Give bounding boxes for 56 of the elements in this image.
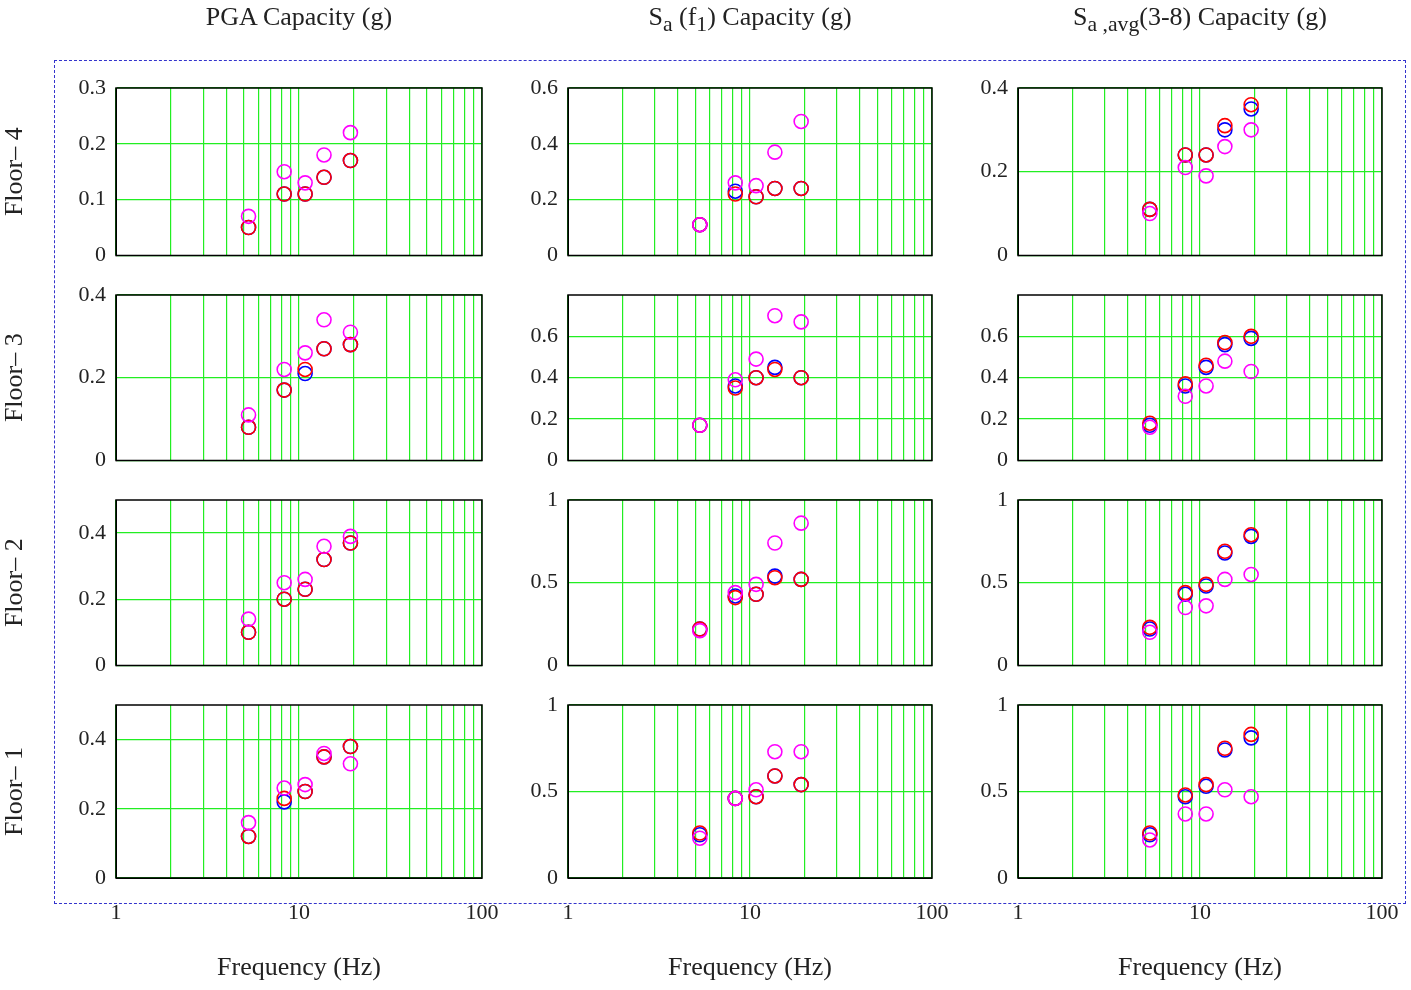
y-tick-label: 0.2 (530, 404, 558, 430)
y-tick-label: 0 (95, 241, 106, 267)
y-tick-label: 1 (547, 485, 558, 511)
y-tick-label: 0.4 (78, 280, 106, 306)
y-tick-label: 0 (997, 241, 1008, 267)
y-tick-label: 0.5 (980, 777, 1008, 803)
x-tick-label: 100 (915, 898, 949, 924)
y-tick-label: 0.5 (530, 777, 558, 803)
y-tick-label: 0.5 (530, 568, 558, 594)
y-tick-label: 0.2 (78, 794, 106, 820)
y-tick-label: 0.4 (530, 363, 558, 389)
x-tick-label: 10 (739, 898, 761, 924)
y-tick-label: 0 (997, 863, 1008, 889)
y-tick-label: 0.2 (78, 363, 106, 389)
y-tick-label: 0.2 (78, 585, 106, 611)
y-tick-label: 0 (547, 241, 558, 267)
y-tick-label: 0.2 (980, 404, 1008, 430)
y-axis-title: Floor– 2 (0, 538, 29, 628)
y-axis-title: Floor– 1 (0, 747, 29, 836)
y-tick-label: 0 (547, 651, 558, 677)
y-tick-label: 0.4 (980, 363, 1008, 389)
y-tick-label: 1 (547, 690, 558, 716)
chart-title: PGA Capacity (g) (204, 2, 394, 32)
x-axis-title: Frequency (Hz) (1118, 952, 1282, 982)
x-tick-label: 10 (288, 898, 310, 924)
x-tick-label: 100 (1365, 898, 1399, 924)
chart-title: S$_{a ,avg}$(3-8) Capacity (g) (1072, 2, 1328, 38)
x-tick-label: 10 (1189, 898, 1211, 924)
y-tick-label: 0.1 (78, 185, 106, 211)
y-tick-label: 1 (997, 485, 1008, 511)
y-axis-title: Floor– 3 (0, 333, 29, 423)
y-tick-label: 0.4 (78, 725, 106, 751)
y-tick-label: 0 (997, 651, 1008, 677)
y-tick-label: 1 (997, 690, 1008, 716)
chart-title: S$_{a}$ (f$_{1}$) Capacity (g) (647, 2, 853, 38)
y-tick-label: 0.6 (980, 322, 1008, 348)
x-axis-title: Frequency (Hz) (217, 952, 381, 982)
y-tick-label: 0.6 (530, 73, 558, 99)
y-tick-label: 0.5 (980, 568, 1008, 594)
y-tick-label: 0.4 (530, 129, 558, 155)
y-tick-label: 0 (547, 863, 558, 889)
y-tick-label: 0 (95, 651, 106, 677)
x-tick-label: 100 (465, 898, 499, 924)
y-tick-label: 0.2 (980, 157, 1008, 183)
y-tick-label: 0 (547, 446, 558, 472)
y-tick-label: 0.3 (78, 73, 106, 99)
y-tick-label: 0.4 (78, 518, 106, 544)
y-tick-label: 0 (997, 446, 1008, 472)
y-axis-title: Floor– 4 (0, 127, 29, 217)
x-axis-title: Frequency (Hz) (668, 952, 832, 982)
y-tick-label: 0.2 (78, 129, 106, 155)
y-tick-label: 0.2 (530, 185, 558, 211)
y-tick-label: 0.4 (980, 73, 1008, 99)
y-tick-label: 0 (95, 863, 106, 889)
y-tick-label: 0 (95, 446, 106, 472)
y-tick-label: 0.6 (530, 322, 558, 348)
